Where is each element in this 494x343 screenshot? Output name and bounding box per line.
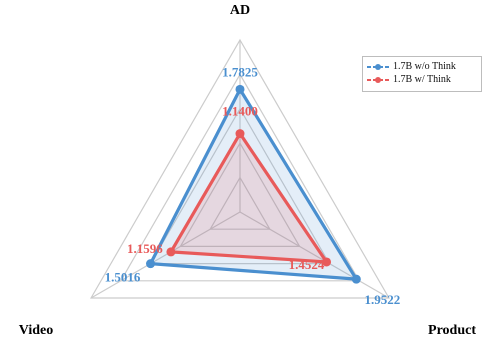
legend-item-series-0: 1.7B w/o Think [367,60,481,73]
series-0-point-0 [235,84,245,94]
grid-spoke-2 [90,211,241,299]
axis-label-2: Video [19,323,53,338]
value-label-series-0-1: 1.9522 [364,292,400,307]
axis-label-0: AD [230,3,250,18]
legend-label-series-0: 1.7B w/o Think [393,61,456,72]
legend-item-series-1: 1.7B w/ Think [367,73,481,86]
value-label-series-1-2: 1.1596 [127,241,163,256]
grid-ring-4 [119,73,361,282]
value-label-series-1-0: 1.1400 [222,104,258,119]
grid-ring-3 [149,107,331,265]
radar-grid [90,38,390,299]
series-0-point-1 [351,274,361,284]
legend-swatch-series-1 [367,76,389,83]
series-1-point-2 [166,247,176,257]
legend-swatch-series-0 [367,63,389,70]
grid-ring-2 [179,141,301,247]
value-label-series-0-2: 1.5016 [105,270,141,285]
series-area-1 [169,131,329,264]
grid-ring-5 [90,38,390,299]
series-1-point-1 [322,257,332,267]
chart-legend: 1.7B w/o Think 1.7B w/ Think [362,56,482,92]
radar-labels-layer: AD Product Video 1.7825 1.9522 1.5016 1.1400 1.… [19,3,477,338]
legend-label-series-1: 1.7B w/ Think [393,74,451,85]
axis-label-1: Product [428,323,476,338]
value-label-series-0-0: 1.7825 [222,64,258,79]
radar-series-layer [146,84,361,284]
grid-spoke-1 [239,211,390,299]
series-1-point-0 [235,129,245,139]
series-0-point-2 [146,259,156,269]
value-label-series-1-1: 1.4524 [289,257,325,272]
grid-ring-1 [209,176,271,230]
